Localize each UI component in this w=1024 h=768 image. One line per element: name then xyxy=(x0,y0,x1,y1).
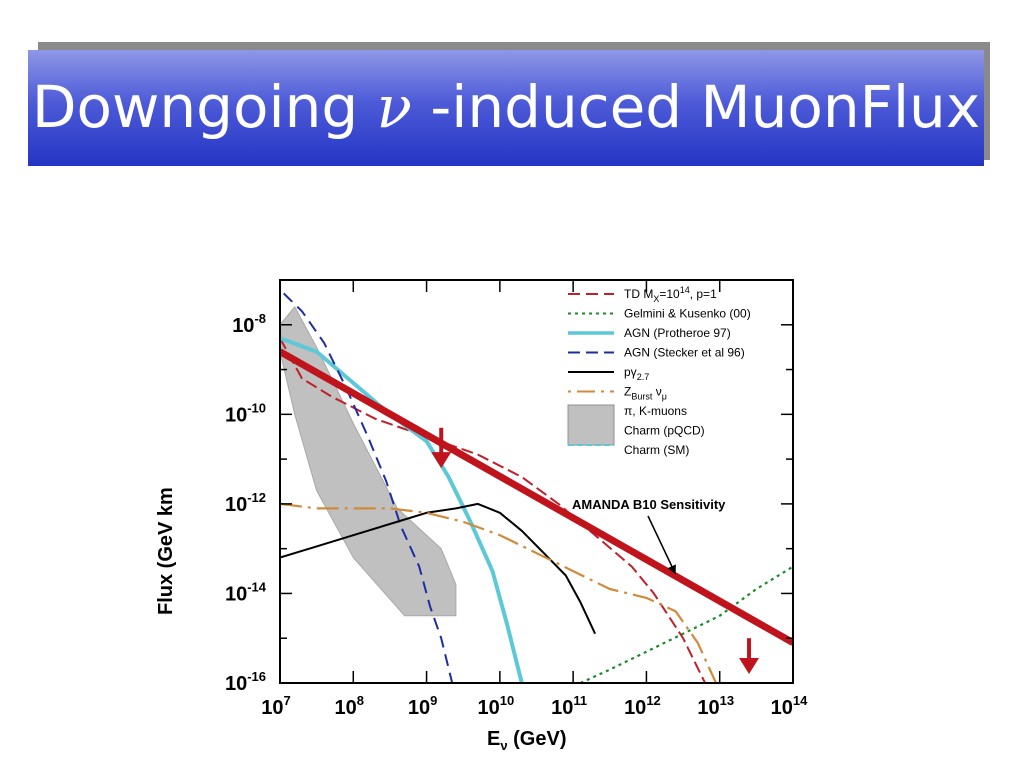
x-tick-label-base: 10 xyxy=(335,697,357,719)
legend-subscript: Burst xyxy=(631,392,653,402)
x-tick-label-base: 10 xyxy=(408,697,430,719)
sensitivity-arrow-head-0 xyxy=(431,452,452,469)
legend-label-pgamma: pγ2.7 xyxy=(624,365,649,382)
title-bar: Downgoing ν -induced MuonFlux xyxy=(28,50,984,166)
y-tick-label-base: 10 xyxy=(225,494,247,516)
x-axis-label: Eν (GeV) xyxy=(487,728,566,753)
series-line-gelmini xyxy=(580,565,793,683)
legend-subscript: X xyxy=(653,294,659,304)
title-nu-symbol: ν xyxy=(376,73,412,141)
x-tick-label: 109 xyxy=(408,693,437,719)
y-axis-label: Flux (GeV km xyxy=(155,487,177,615)
legend-subscript: 2.7 xyxy=(637,372,650,382)
x-tick-label-base: 10 xyxy=(697,697,719,719)
legend-text: AGN (Stecker et al 96) xyxy=(624,346,745,360)
x-tick-label-base: 10 xyxy=(261,697,283,719)
legend-text-mid: ν xyxy=(652,385,661,399)
y-tick-label-base: 10 xyxy=(225,583,247,605)
series-line-zburst xyxy=(280,502,718,683)
y-tick-label-base: 10 xyxy=(225,404,247,426)
legend-text: TD M xyxy=(624,287,653,301)
x-axis-label-main: E xyxy=(487,728,501,750)
x-tick-label-base: 10 xyxy=(771,697,793,719)
x-tick-label-exponent: 9 xyxy=(430,693,437,708)
legend-label-charm_pqcd: Charm (pQCD) xyxy=(624,424,705,438)
x-tick-label-base: 10 xyxy=(624,697,646,719)
x-axis-label-unit: (GeV) xyxy=(507,728,567,750)
x-tick-label: 108 xyxy=(335,693,364,719)
legend-text: π, K-muons xyxy=(624,404,687,418)
legend: TD MX=1014, p=1 Gelmini & Kusenko (00) AGN… xyxy=(567,285,751,457)
y-tick-label: 10-8 xyxy=(232,311,266,337)
x-tick-label-exponent: 11 xyxy=(573,693,587,708)
x-tick-label-base: 10 xyxy=(551,697,573,719)
legend-text: Charm (SM) xyxy=(624,443,689,457)
x-tick-label: 1014 xyxy=(771,693,808,719)
y-tick-label: 10-16 xyxy=(225,669,266,695)
y-tick-label-exponent: -12 xyxy=(247,490,266,505)
plot-area xyxy=(280,292,793,683)
series-line-agn_stecker xyxy=(283,292,454,683)
legend-text: Z xyxy=(624,385,631,399)
x-tick-label: 1012 xyxy=(624,693,661,719)
legend-label-agn_protheroe: AGN (Protheroe 97) xyxy=(624,326,731,340)
x-tick-label-exponent: 8 xyxy=(357,693,364,708)
legend-superscript: 14 xyxy=(680,285,690,295)
legend-text: Charm (pQCD) xyxy=(624,424,705,438)
sensitivity-arrow-head-1 xyxy=(739,658,760,675)
series-line-pgamma xyxy=(280,502,597,635)
y-tick-label-exponent: -14 xyxy=(247,579,267,594)
y-tick-label: 10-12 xyxy=(225,490,266,516)
x-tick-label-exponent: 14 xyxy=(793,693,808,708)
y-tick-label-exponent: -16 xyxy=(247,669,266,684)
legend-text: Gelmini & Kusenko (00) xyxy=(624,307,751,321)
legend-label-pi_k: π, K-muons xyxy=(624,404,687,418)
legend-label-agn_stecker: AGN (Stecker et al 96) xyxy=(624,346,745,360)
legend-text: AGN (Protheroe 97) xyxy=(624,326,731,340)
x-tick-label-exponent: 12 xyxy=(646,693,660,708)
series-line-td xyxy=(280,337,706,683)
x-tick-label-exponent: 10 xyxy=(500,693,514,708)
y-tick-label-exponent: -10 xyxy=(247,400,266,415)
x-tick-label: 1011 xyxy=(551,693,587,719)
plot-frame xyxy=(279,279,794,684)
title-prefix: Downgoing xyxy=(31,73,377,141)
legend-label-charm_sm: Charm (SM) xyxy=(624,443,689,457)
x-tick-label: 1010 xyxy=(477,693,514,719)
legend-text: pγ xyxy=(624,365,637,379)
legend-text-mid: =10 xyxy=(659,287,680,301)
y-tick-label-base: 10 xyxy=(232,315,254,337)
y-tick-label-exponent: -8 xyxy=(254,311,266,326)
x-tick-label: 1013 xyxy=(697,693,734,719)
title-suffix: -induced MuonFlux xyxy=(411,73,981,141)
x-tick-label-exponent: 13 xyxy=(720,693,734,708)
legend-label-gelmini: Gelmini & Kusenko (00) xyxy=(624,307,751,321)
y-tick-label: 10-10 xyxy=(225,400,266,426)
legend-text-tail: , p=1 xyxy=(690,287,717,301)
legend-swatch-shaded-box xyxy=(567,404,615,446)
shaded-band-pi-k-charm xyxy=(280,306,457,617)
slide-title: Downgoing ν -induced MuonFlux xyxy=(28,72,984,142)
y-tick-label: 10-14 xyxy=(225,579,267,605)
annotation-arrow xyxy=(647,515,676,575)
annotation-amanda: AMANDA B10 Sensitivity xyxy=(572,497,726,512)
y-tick-label-base: 10 xyxy=(225,673,247,695)
x-tick-label-base: 10 xyxy=(477,697,499,719)
legend-subscript-2: μ xyxy=(662,392,667,402)
x-axis-label-sub: ν xyxy=(500,738,508,753)
sensitivity-line xyxy=(280,348,793,646)
legend-label-td: TD MX=1014, p=1 xyxy=(624,285,717,304)
x-tick-label-exponent: 7 xyxy=(284,693,291,708)
legend-label-zburst: ZBurst νμ xyxy=(624,385,667,402)
x-tick-label: 107 xyxy=(261,693,290,719)
